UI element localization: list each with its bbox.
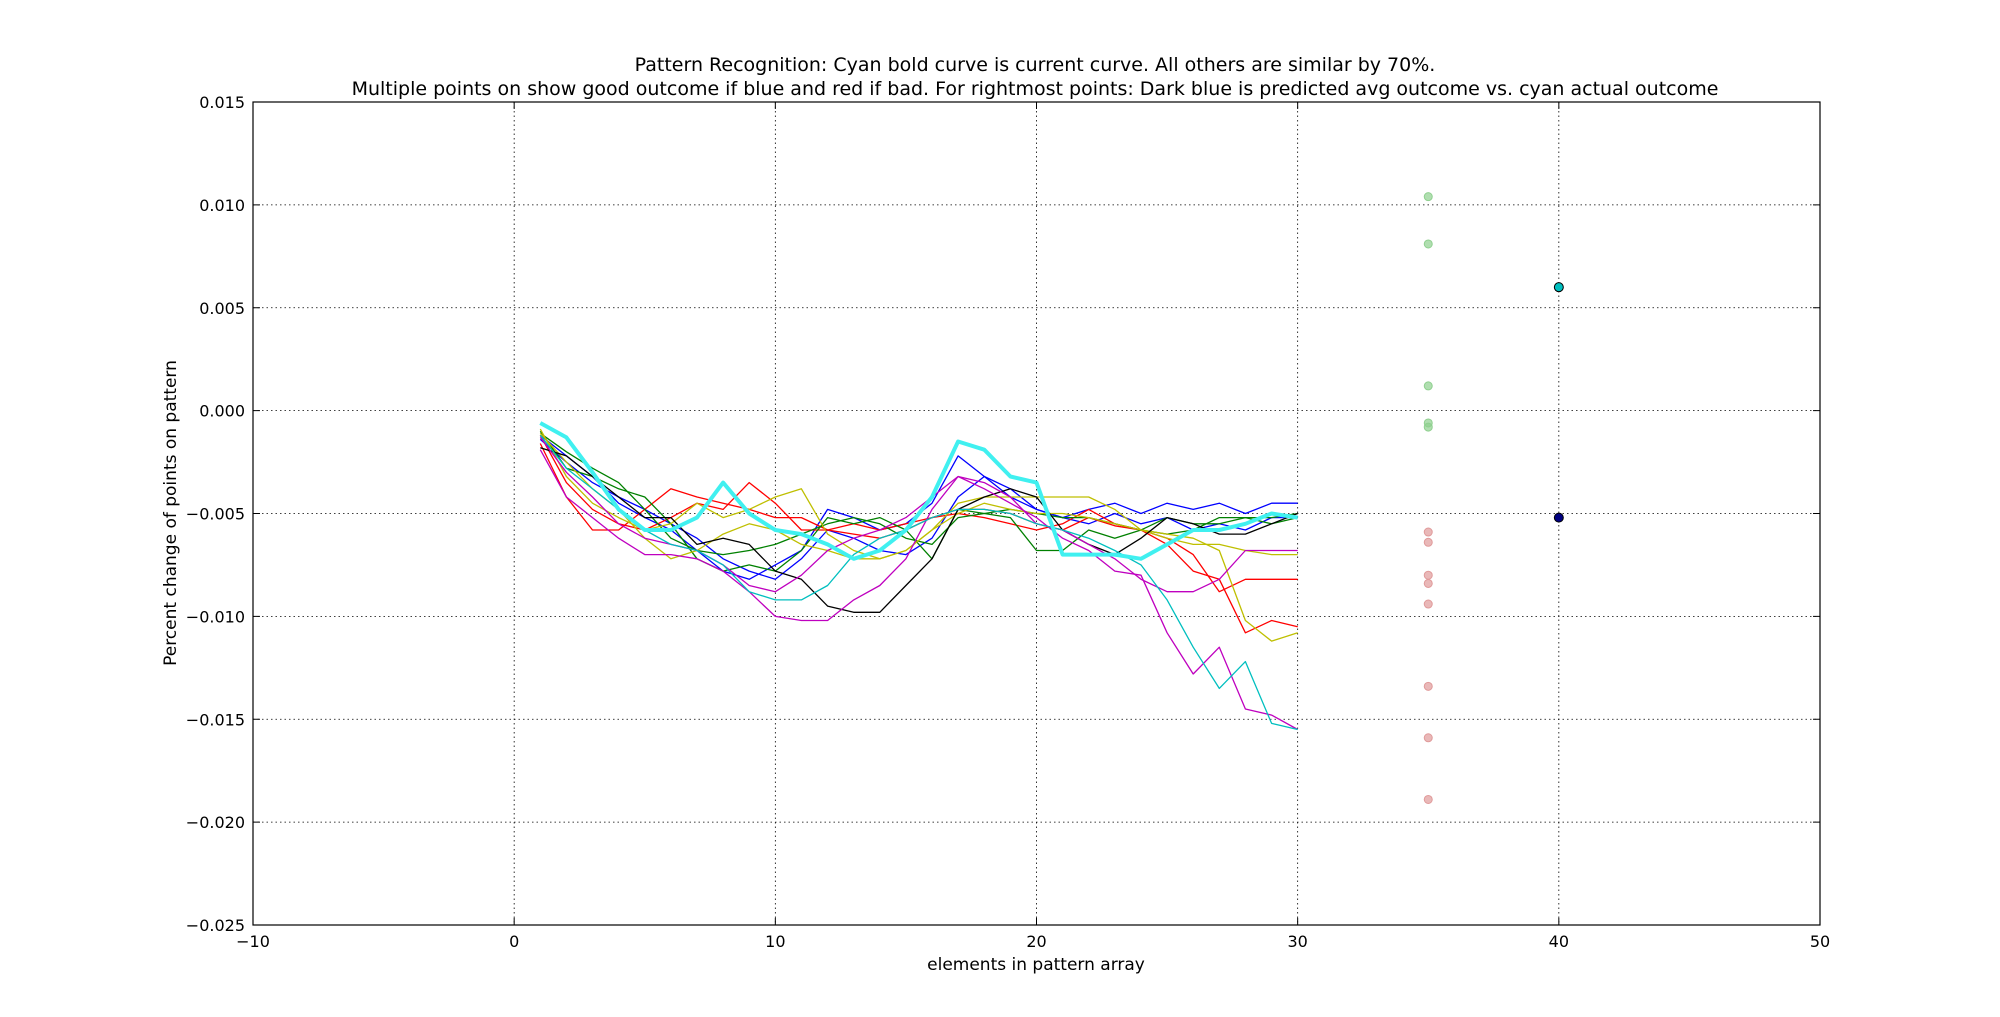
series-layer (539, 421, 1299, 731)
similar-pattern-line (539, 449, 1299, 731)
similar-pattern-line (539, 432, 1298, 560)
similar-pattern-line (539, 438, 1298, 580)
y-tick-label: −0.025 (186, 916, 245, 935)
chart-title: Pattern Recognition: Cyan bold curve is … (635, 54, 1436, 76)
outcome-point (1423, 794, 1433, 804)
outcome-point (1423, 239, 1433, 249)
x-axis-label: elements in pattern array (927, 955, 1145, 975)
similar-pattern-line (540, 447, 1298, 613)
y-tick-label: 0.010 (199, 196, 245, 215)
outcome-point (1423, 681, 1433, 691)
y-tick-label: 0.000 (199, 402, 245, 421)
outcome-point (1423, 733, 1433, 743)
outcome-point (1423, 381, 1433, 391)
outcome-point (1423, 527, 1433, 537)
y-tick-label: 0.005 (199, 299, 245, 318)
similar-pattern-line (539, 432, 1298, 556)
y-tick-label: −0.015 (186, 710, 245, 729)
predicted-outcome-point (1553, 512, 1564, 523)
outcome-point (1423, 537, 1433, 547)
tick-layer: −10 0 10 20 30 40 50 −0.025 −0.020 −0.015 −0.010 −0… (186, 93, 1830, 951)
y-tick-label: −0.020 (186, 813, 245, 832)
y-tick-label: 0.015 (199, 93, 245, 112)
outcome-point (1423, 422, 1433, 432)
x-tick-label: 0 (509, 932, 519, 951)
x-tick-label: −10 (236, 932, 270, 951)
current-curve-line (539, 421, 1299, 561)
y-axis-label: Percent change of points on pattern (161, 360, 181, 666)
x-tick-label: 30 (1287, 932, 1307, 951)
outcome-point (1423, 578, 1433, 588)
chart-subtitle: Multiple points on show good outcome if … (352, 78, 1719, 100)
y-tick-label: −0.005 (186, 505, 245, 524)
actual-outcome-point (1553, 282, 1564, 293)
similar-pattern-line (539, 437, 1298, 593)
outcome-points-layer (1423, 192, 1564, 804)
x-tick-label: 40 (1549, 932, 1569, 951)
y-tick-label: −0.010 (186, 607, 245, 626)
outcome-point (1423, 570, 1433, 580)
similar-pattern-line (539, 434, 1298, 731)
x-tick-label: 20 (1026, 932, 1046, 951)
x-tick-label: 10 (765, 932, 785, 951)
outcome-point (1423, 192, 1433, 202)
x-tick-label: 50 (1810, 932, 1830, 951)
outcome-point (1423, 599, 1433, 609)
